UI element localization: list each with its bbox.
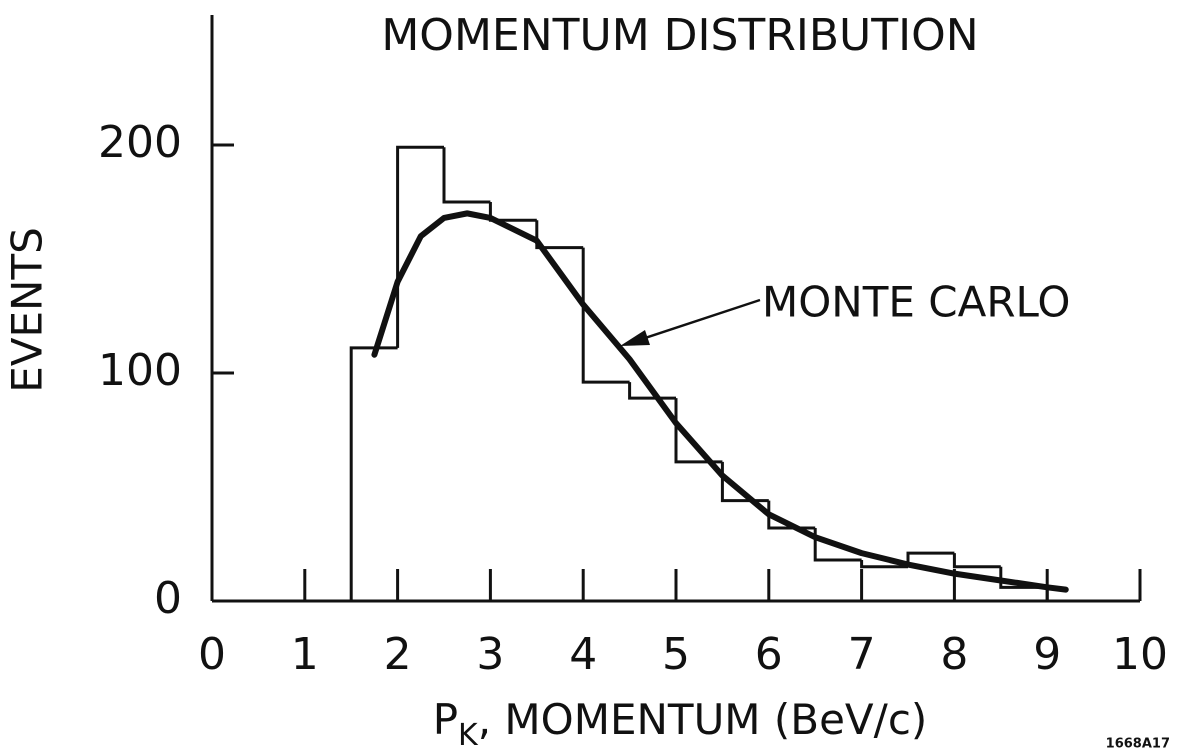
x-tick-label: 4 — [569, 629, 597, 680]
histogram-bar — [581, 247, 630, 384]
x-label-rest: , MOMENTUM (BeV/c) — [478, 695, 928, 744]
x-tick-label: 6 — [755, 629, 783, 680]
histogram-bar — [349, 346, 398, 601]
x-tick-label: 7 — [848, 629, 876, 680]
histogram-bar — [860, 559, 908, 569]
histogram-bar — [442, 147, 491, 204]
annotation-arrow — [629, 298, 761, 345]
histogram-bar — [999, 566, 1049, 601]
y-tick-label: 100 — [98, 345, 182, 396]
x-tick-label: 5 — [662, 629, 690, 680]
x-tick-label: 2 — [384, 629, 412, 680]
histogram-bar — [488, 201, 537, 222]
chart-title: MOMENTUM DISTRIBUTION — [381, 10, 978, 61]
x-tick-label: 0 — [198, 629, 226, 680]
x-tick-label: 9 — [1033, 629, 1061, 680]
x-tick-label: 3 — [476, 629, 504, 680]
y-axis-label: EVENTS — [3, 227, 52, 393]
arrow-head — [620, 330, 650, 346]
curve — [371, 210, 1069, 593]
x-tick-label: 1 — [291, 629, 319, 680]
histogram-bar — [952, 553, 1001, 569]
x-label-sub: K — [458, 718, 479, 753]
histogram-bar — [396, 145, 444, 348]
x-axis-label: PK, MOMENTUM (BeV/c) — [433, 695, 928, 753]
legend-label: MONTE CARLO — [762, 278, 1070, 327]
histogram-bar — [535, 220, 584, 250]
y-tick-label: 0 — [154, 573, 182, 624]
y-tick-label: 200 — [98, 117, 182, 168]
x-label-main: P — [433, 695, 458, 744]
figure-code: 1668A17 — [1106, 737, 1170, 752]
x-tick-label: 8 — [940, 629, 968, 680]
x-tick-label: 10 — [1112, 629, 1168, 680]
